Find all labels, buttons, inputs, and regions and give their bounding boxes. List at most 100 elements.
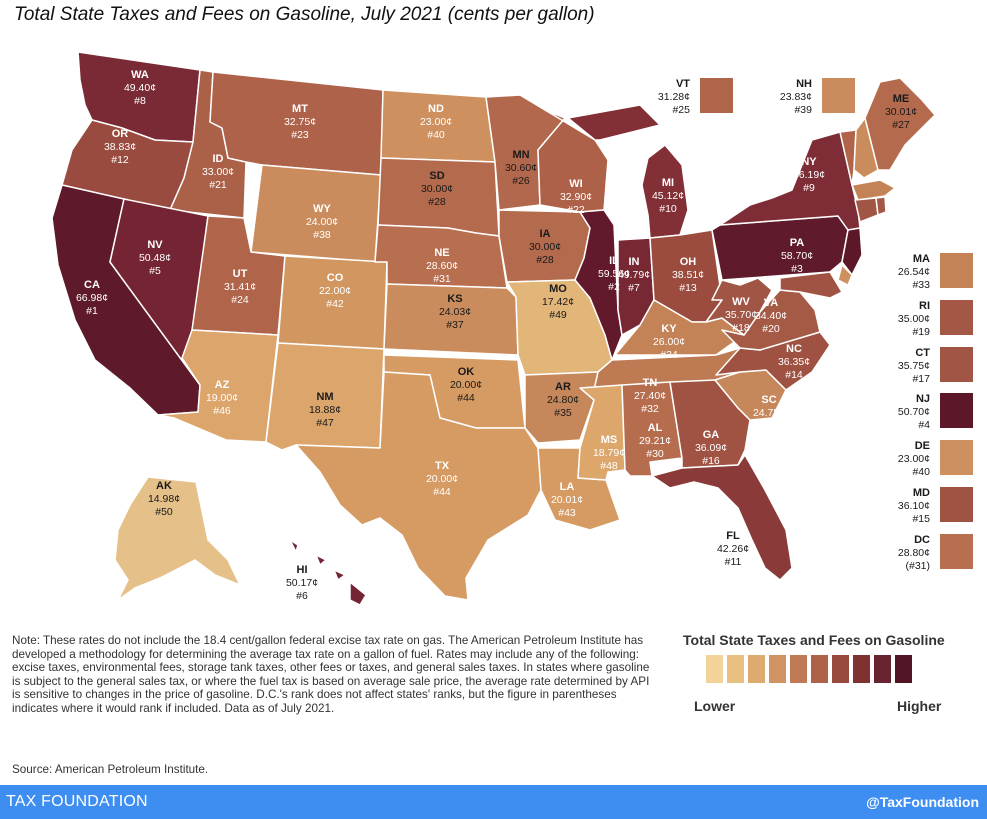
- state-DE[interactable]: [837, 264, 853, 286]
- state-abbr: RI: [919, 300, 930, 312]
- state-MD[interactable]: [779, 271, 843, 299]
- state-abbr: TX: [435, 460, 450, 472]
- small-state-swatch: [940, 253, 973, 288]
- state-rank: #31: [433, 273, 451, 285]
- state-abbr: HI: [297, 564, 308, 576]
- state-abbr: NH: [796, 78, 812, 90]
- state-value: 59.56¢: [598, 268, 630, 280]
- state-rank: #34: [660, 349, 678, 361]
- state-TX[interactable]: [295, 371, 542, 601]
- state-value: 50.70¢: [898, 406, 930, 418]
- state-rank: #38: [313, 229, 331, 241]
- state-abbr: MO: [549, 283, 567, 295]
- state-value: 28.60¢: [426, 260, 458, 272]
- state-value: 38.83¢: [104, 141, 136, 153]
- state-rank: #44: [433, 486, 451, 498]
- state-AK[interactable]: [114, 476, 241, 601]
- state-value: 22.00¢: [319, 285, 351, 297]
- state-NY[interactable]: [719, 131, 861, 231]
- state-PA[interactable]: [711, 215, 849, 281]
- state-rank: #50: [155, 506, 173, 518]
- state-abbr: WA: [131, 69, 149, 81]
- state-rank: #19: [912, 326, 930, 338]
- legend-title: Total State Taxes and Fees on Gasoline: [683, 632, 945, 648]
- state-abbr: CT: [915, 347, 930, 359]
- state-rank: #5: [149, 265, 161, 277]
- state-rank: #17: [912, 373, 930, 385]
- state-value: 27.40¢: [634, 390, 666, 402]
- state-abbr: AK: [156, 480, 172, 492]
- state-ME[interactable]: [864, 77, 936, 171]
- state-value: 24.75¢: [753, 407, 785, 419]
- state-value: 66.98¢: [76, 292, 108, 304]
- state-value: 30.00¢: [529, 241, 561, 253]
- footer-handle[interactable]: @TaxFoundation: [866, 794, 979, 810]
- small-state-swatch: [940, 487, 973, 522]
- state-abbr: DC: [914, 534, 930, 546]
- state-NJ[interactable]: [841, 227, 863, 276]
- state-abbr: OH: [680, 256, 697, 268]
- state-rank: #22: [567, 204, 585, 216]
- state-NH[interactable]: [853, 117, 879, 179]
- state-rank: #23: [291, 129, 309, 141]
- state-abbr: PA: [790, 237, 805, 249]
- state-HI[interactable]: [289, 539, 367, 606]
- state-rank: #30: [646, 448, 664, 460]
- small-state-swatch: [822, 78, 855, 113]
- state-MA[interactable]: [851, 179, 896, 201]
- state-abbr: CA: [84, 279, 100, 291]
- state-rank: #12: [111, 154, 129, 166]
- state-value: 38.51¢: [672, 269, 704, 281]
- state-value: 58.70¢: [781, 250, 813, 262]
- state-abbr: AZ: [215, 379, 230, 391]
- small-state-swatch: [940, 347, 973, 382]
- state-rank: #15: [912, 513, 930, 525]
- state-abbr: NV: [147, 239, 163, 251]
- state-value: 23.00¢: [420, 116, 452, 128]
- state-rank: #46: [213, 405, 231, 417]
- state-WV[interactable]: [705, 277, 773, 336]
- state-FL[interactable]: [651, 454, 793, 581]
- state-abbr: NM: [316, 391, 333, 403]
- state-value: 20.00¢: [450, 379, 482, 391]
- state-RI[interactable]: [875, 196, 887, 216]
- state-value: 14.98¢: [148, 493, 180, 505]
- state-IL[interactable]: [574, 209, 623, 361]
- state-CT[interactable]: [854, 197, 879, 223]
- state-abbr: MD: [913, 487, 930, 499]
- state-rank: #10: [659, 203, 677, 215]
- state-abbr: VT: [676, 78, 690, 90]
